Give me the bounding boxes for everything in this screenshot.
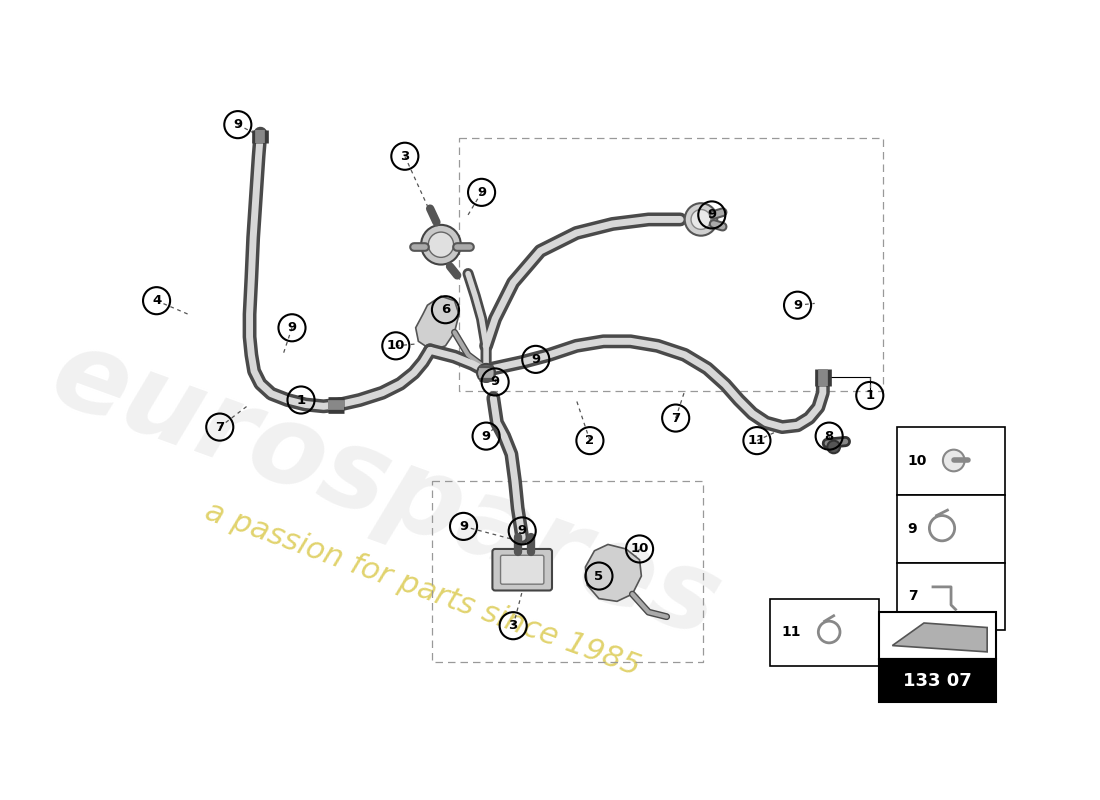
Text: 7: 7 bbox=[671, 411, 680, 425]
FancyBboxPatch shape bbox=[896, 427, 1005, 494]
Text: 7: 7 bbox=[908, 590, 917, 603]
Text: 11: 11 bbox=[781, 626, 801, 639]
FancyBboxPatch shape bbox=[896, 494, 1005, 562]
Circle shape bbox=[691, 210, 711, 230]
Polygon shape bbox=[892, 623, 987, 652]
Text: 9: 9 bbox=[233, 118, 242, 131]
Circle shape bbox=[827, 441, 840, 454]
FancyBboxPatch shape bbox=[896, 562, 1005, 630]
Text: 3: 3 bbox=[400, 150, 409, 162]
Circle shape bbox=[477, 364, 495, 382]
Text: 11: 11 bbox=[748, 434, 766, 447]
FancyBboxPatch shape bbox=[879, 659, 997, 702]
FancyBboxPatch shape bbox=[493, 549, 552, 590]
Text: 3: 3 bbox=[508, 619, 518, 632]
Circle shape bbox=[684, 203, 717, 236]
Text: 10: 10 bbox=[630, 542, 649, 555]
Text: eurospares: eurospares bbox=[39, 320, 735, 661]
Circle shape bbox=[943, 450, 965, 471]
FancyBboxPatch shape bbox=[879, 612, 997, 659]
Polygon shape bbox=[585, 545, 641, 602]
Text: 4: 4 bbox=[152, 294, 162, 307]
Text: 10: 10 bbox=[908, 454, 927, 468]
Text: 9: 9 bbox=[491, 375, 499, 389]
Polygon shape bbox=[416, 296, 459, 350]
Text: 9: 9 bbox=[287, 322, 297, 334]
Text: 9: 9 bbox=[482, 430, 491, 442]
Circle shape bbox=[421, 225, 461, 265]
Text: 8: 8 bbox=[825, 430, 834, 442]
Text: 6: 6 bbox=[441, 303, 450, 316]
Text: a passion for parts since 1985: a passion for parts since 1985 bbox=[201, 497, 645, 682]
Text: 9: 9 bbox=[518, 525, 527, 538]
Circle shape bbox=[428, 232, 453, 258]
FancyBboxPatch shape bbox=[500, 555, 543, 584]
Text: 1: 1 bbox=[866, 389, 874, 402]
Text: 9: 9 bbox=[707, 209, 716, 222]
Text: 9: 9 bbox=[793, 298, 802, 312]
Text: 9: 9 bbox=[908, 522, 917, 536]
Text: 9: 9 bbox=[477, 186, 486, 199]
Text: 1: 1 bbox=[297, 394, 306, 406]
Text: 133 07: 133 07 bbox=[903, 672, 972, 690]
Text: 2: 2 bbox=[585, 434, 594, 447]
Text: 10: 10 bbox=[386, 339, 405, 352]
Text: 9: 9 bbox=[459, 520, 469, 533]
Text: 5: 5 bbox=[594, 570, 604, 582]
Text: 9: 9 bbox=[531, 353, 540, 366]
Text: 7: 7 bbox=[216, 421, 224, 434]
FancyBboxPatch shape bbox=[770, 598, 879, 666]
